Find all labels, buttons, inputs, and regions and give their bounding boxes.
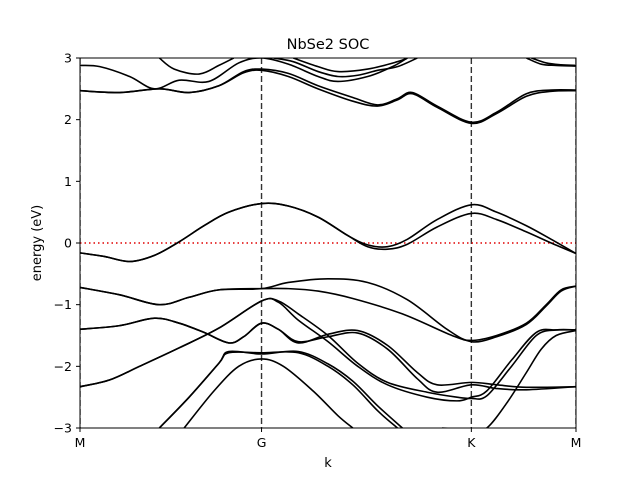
band-line-9 — [158, 350, 403, 428]
band-line-4 — [80, 317, 576, 394]
y-axis-label: energy (eV) — [30, 205, 45, 281]
band-line-15 — [158, 58, 235, 75]
band-line-5 — [80, 317, 576, 389]
band-line-11 — [442, 329, 576, 428]
axis-ticks: −3 −2 −1 0 1 2 3 M G K M — [54, 51, 582, 451]
y-tick-label-0: −3 — [54, 421, 72, 436]
x-tick-label-3: M — [571, 435, 582, 450]
band-line-12 — [80, 69, 576, 125]
y-tick-label-3: 0 — [64, 236, 72, 251]
band-line-2 — [80, 285, 576, 342]
y-tick-label-2: −1 — [54, 297, 72, 312]
band-line-3 — [80, 277, 576, 343]
band-line-0 — [80, 202, 576, 263]
x-tick-label-1: G — [257, 435, 267, 450]
y-tick-label-5: 2 — [64, 112, 72, 127]
chart-title: NbSe2 SOC — [287, 37, 370, 53]
y-tick-label-6: 3 — [64, 51, 72, 66]
x-tick-label-0: M — [75, 435, 86, 450]
band-line-19 — [531, 58, 576, 67]
band-line-14 — [80, 58, 408, 90]
band-line-13 — [80, 68, 576, 123]
band-line-17 — [293, 58, 408, 73]
y-tick-label-4: 1 — [64, 174, 72, 189]
plot-area — [80, 58, 576, 428]
x-tick-label-2: K — [467, 435, 476, 450]
x-axis-label: k — [324, 456, 332, 471]
band-line-16 — [273, 58, 418, 78]
band-line-10 — [183, 358, 354, 428]
band-line-1 — [80, 202, 576, 263]
y-tick-label-1: −2 — [54, 359, 72, 374]
band-line-7 — [80, 297, 576, 400]
